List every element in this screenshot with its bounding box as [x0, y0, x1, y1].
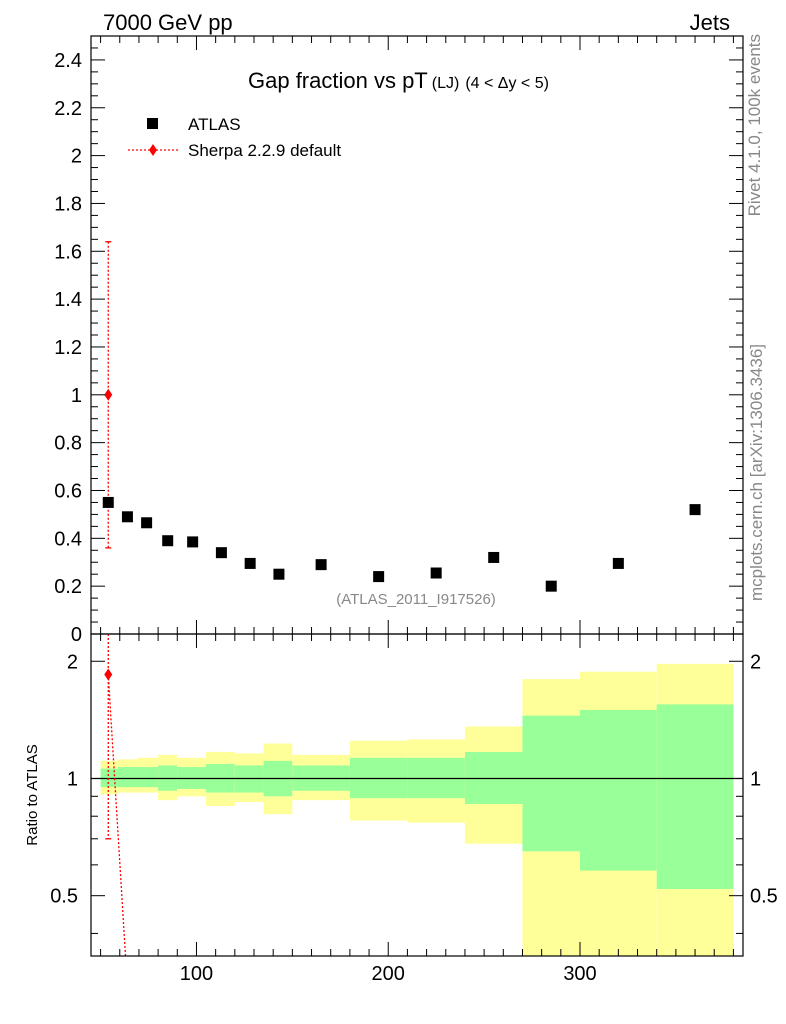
ratio-y-tick-label-left-1: 1: [67, 768, 78, 790]
atlas-point-14: [689, 504, 701, 516]
ratio-y-tick-label-right-2: 2: [750, 651, 761, 673]
main-y-tick-labels: 0 0.2 0.4 0.6 0.8 1 1.2 1.4 1.6 1.8 2 2.2 2.4: [54, 50, 82, 646]
ratio-panel: 0.5 0.5 1 1 2 2: [50, 633, 778, 957]
main-panel: 0 0.2 0.4 0.6 0.8 1 1.2 1.4 1.6 1.8 2 2.2 2.4: [54, 35, 744, 646]
header-right-label: Jets: [690, 10, 730, 35]
chart-title: Gap fraction vs pT (LJ) (4 < Δy < 5): [248, 68, 549, 93]
main-y-tick-label-10: 2: [71, 146, 82, 168]
atlas-point-7: [273, 568, 285, 580]
ratio-mc-line: [107, 674, 127, 957]
main-y-tick-label-12: 2.4: [54, 50, 82, 72]
atlas-point-11: [488, 551, 500, 563]
main-y-tick-label-0: 0: [71, 624, 82, 646]
header-left-label: 7000 GeV pp: [103, 10, 233, 35]
ratio-y-tick-label-left-0: 0.5: [50, 886, 78, 908]
atlas-point-0: [102, 496, 114, 508]
ratio-y-tick-labels: 0.5 0.5 1 1 2 2: [50, 651, 778, 907]
ratio-band-inner-2: [137, 767, 159, 788]
sherpa-point: [104, 388, 113, 401]
atlas-point-12: [545, 580, 557, 592]
atlas-point-13: [612, 557, 624, 569]
rivet-version-label: Rivet 4.1.0, 100k events: [745, 34, 764, 216]
main-y-tick-label-11: 2.2: [54, 98, 82, 120]
legend: ATLAS Sherpa 2.2.9 default: [128, 115, 341, 160]
main-y-tick-label-7: 1.4: [54, 289, 82, 311]
atlas-point-6: [244, 557, 256, 569]
main-y-tick-label-9: 1.8: [54, 193, 82, 215]
chart-title-main: Gap fraction vs pT: [248, 68, 428, 93]
ratio-y-tick-label-left-2: 2: [67, 651, 78, 673]
atlas-point-3: [162, 535, 174, 547]
x-tick-label-1: 200: [372, 963, 405, 985]
main-y-tick-label-2: 0.4: [54, 528, 82, 550]
ratio-band-inner-13: [580, 709, 657, 871]
main-y-tick-label-4: 0.8: [54, 433, 82, 455]
chart-title-range: (4 < Δy < 5): [465, 75, 549, 92]
atlas-point-8: [315, 559, 327, 571]
main-y-tick-label-5: 1: [71, 385, 82, 407]
mcplots-label: mcplots.cern.ch [arXiv:1306.3436]: [747, 344, 766, 601]
main-y-tick-label-6: 1.2: [54, 337, 82, 359]
main-y-tick-label-1: 0.2: [54, 576, 82, 598]
ratio-band-inner-12: [522, 715, 580, 852]
ratio-y-axis-label: Ratio to ATLAS: [24, 744, 41, 845]
ratio-y-tick-label-right-1: 1: [750, 768, 761, 790]
ratio-y-tick-label-right-0: 0.5: [750, 886, 778, 908]
atlas-point-9: [373, 571, 385, 583]
ratio-band-inner-1: [117, 767, 138, 788]
legend-atlas-marker: [147, 118, 158, 129]
x-tick-label-0: 100: [180, 963, 213, 985]
main-y-tick-label-8: 1.6: [54, 241, 82, 263]
analysis-watermark: (ATLAS_2011_I917526): [336, 591, 496, 608]
legend-sherpa-marker: [149, 144, 157, 156]
atlas-point-2: [141, 517, 153, 529]
legend-atlas-label: ATLAS: [188, 115, 241, 134]
ratio-band-inner-14: [656, 704, 734, 890]
atlas-point-10: [430, 567, 442, 579]
atlas-point-1: [121, 511, 133, 523]
ratio-frame: [90, 633, 744, 957]
x-tick-label-2: 300: [563, 963, 596, 985]
ratio-mc-point: [104, 668, 113, 681]
atlas-point-4: [187, 536, 199, 548]
x-tick-labels: 100 200 300: [180, 963, 597, 985]
atlas-point-5: [215, 547, 227, 559]
ratio-axis-ticks: [91, 634, 743, 956]
chart-title-sub: (LJ): [432, 75, 460, 92]
main-y-tick-label-3: 0.6: [54, 480, 82, 502]
legend-sherpa-label: Sherpa 2.2.9 default: [188, 141, 341, 160]
